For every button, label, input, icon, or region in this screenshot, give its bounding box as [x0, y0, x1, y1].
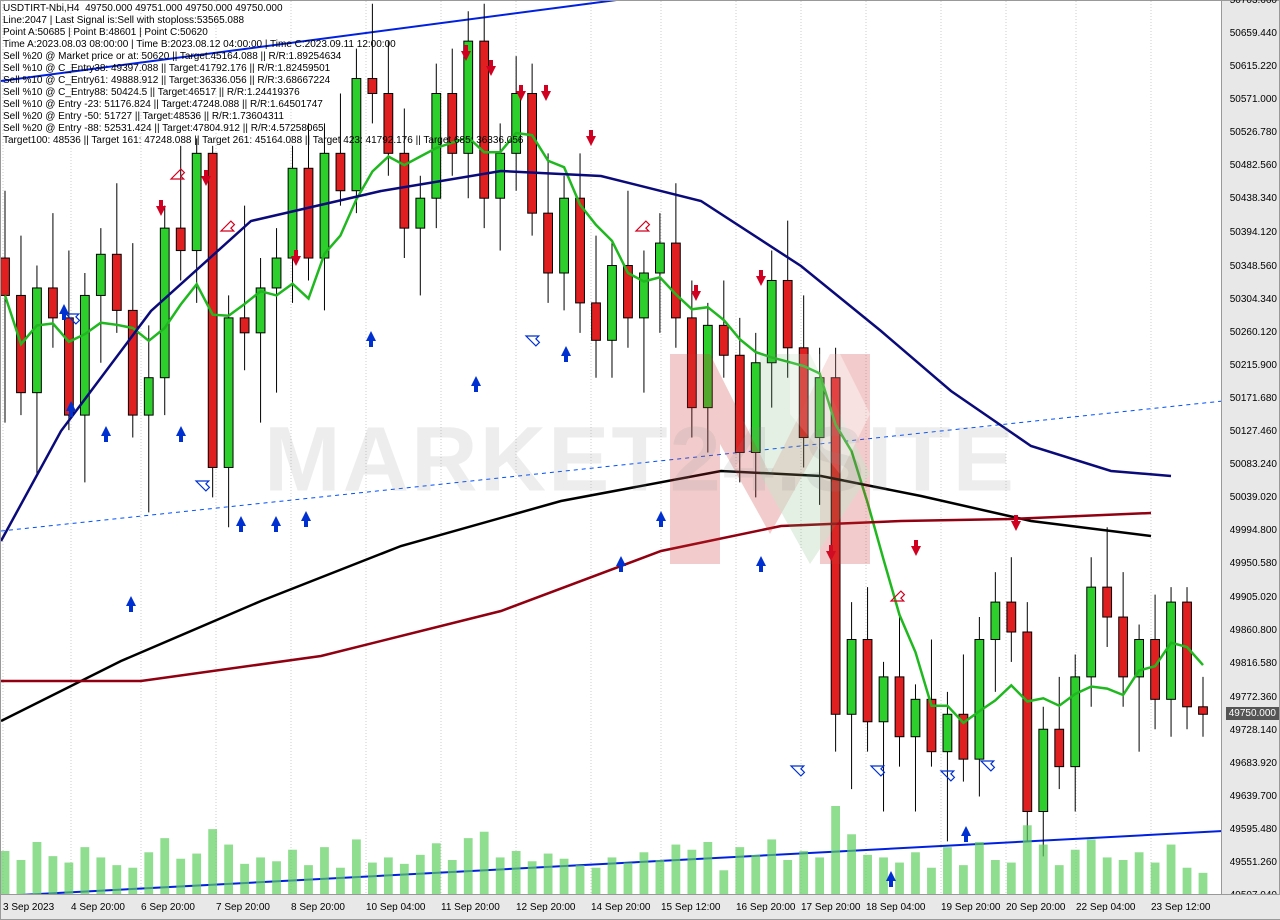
y-axis-label: 49905.020 [1230, 592, 1277, 603]
x-axis-label: 12 Sep 20:00 [516, 902, 576, 913]
info-line-signal: Line:2047 | Last Signal is:Sell with sto… [3, 15, 523, 27]
info-sell4: Sell %10 @ C_Entry88: 50424.5 || Target:… [3, 87, 523, 99]
y-axis-label: 49728.140 [1230, 725, 1277, 736]
info-times: Time A:2023.08.03 08:00:00 | Time B:2023… [3, 39, 523, 51]
info-points: Point A:50685 | Point B:48601 | Point C:… [3, 27, 523, 39]
x-axis-label: 10 Sep 04:00 [366, 902, 426, 913]
y-axis-label: 49816.580 [1230, 658, 1277, 669]
info-symbol: USDTIRT-Nbi,H4 49750.000 49751.000 49750… [3, 3, 523, 15]
info-targets: Target100: 48536 || Target 161: 47248.08… [3, 135, 523, 147]
x-axis-label: 6 Sep 20:00 [141, 902, 195, 913]
x-axis-label: 16 Sep 20:00 [736, 902, 796, 913]
info-sell3: Sell %10 @ C_Entry61: 49888.912 || Targe… [3, 75, 523, 87]
y-axis-label: 50171.680 [1230, 393, 1277, 404]
y-axis-label: 49772.360 [1230, 692, 1277, 703]
x-axis-label: 3 Sep 2023 [3, 902, 54, 913]
info-sell1: Sell %20 @ Market price or at: 50620 || … [3, 51, 523, 63]
y-axis-label: 50304.340 [1230, 294, 1277, 305]
y-axis-label: 50127.460 [1230, 426, 1277, 437]
x-axis-label: 4 Sep 20:00 [71, 902, 125, 913]
x-axis-label: 17 Sep 20:00 [801, 902, 861, 913]
y-axis-label: 50438.340 [1230, 193, 1277, 204]
x-axis-label: 7 Sep 20:00 [216, 902, 270, 913]
y-axis-label: 50659.440 [1230, 28, 1277, 39]
y-axis-label: 50571.000 [1230, 94, 1277, 105]
x-axis-label: 8 Sep 20:00 [291, 902, 345, 913]
y-axis-label: 50526.780 [1230, 127, 1277, 138]
x-axis-label: 19 Sep 20:00 [941, 902, 1001, 913]
chart-container: MARKET24.SITE 50703.66050659.44050615.22… [0, 0, 1280, 920]
y-axis-label: 49860.800 [1230, 625, 1277, 636]
info-sell2: Sell %10 @ C_Entry38: 49397.088 || Targe… [3, 63, 523, 75]
x-axis-label: 11 Sep 20:00 [441, 902, 500, 913]
y-axis-label: 50615.220 [1230, 61, 1277, 72]
chart-info-overlay: USDTIRT-Nbi,H4 49750.000 49751.000 49750… [3, 3, 523, 147]
info-sell7: Sell %20 @ Entry -88: 52531.424 || Targe… [3, 123, 523, 135]
x-axis-label: 15 Sep 12:00 [661, 902, 721, 913]
y-axis-label: 50039.020 [1230, 492, 1277, 503]
y-axis-label: 50260.120 [1230, 327, 1277, 338]
y-axis-label: 49994.800 [1230, 525, 1277, 536]
y-axis-label: 49551.260 [1230, 857, 1277, 868]
y-axis-label: 49595.480 [1230, 824, 1277, 835]
x-axis-label: 20 Sep 20:00 [1006, 902, 1066, 913]
y-axis: 50703.660 50659.440 50615.220 50571.000 5052… [1221, 1, 1279, 896]
x-axis-label: 22 Sep 04:00 [1076, 902, 1136, 913]
y-axis-label: 50394.120 [1230, 227, 1277, 238]
x-axis-label: 18 Sep 04:00 [866, 902, 926, 913]
info-sell5: Sell %10 @ Entry -23: 51176.824 || Targe… [3, 99, 523, 111]
y-axis-label: 49950.580 [1230, 558, 1277, 569]
info-sell6: Sell %20 @ Entry -50: 51727 || Target:48… [3, 111, 523, 123]
y-axis-label: 50348.560 [1230, 261, 1277, 272]
y-axis-label: 50083.240 [1230, 459, 1277, 470]
y-axis-label: 49639.700 [1230, 791, 1277, 802]
y-axis-label: 50703.660 [1230, 0, 1277, 6]
y-axis-label: 50482.560 [1230, 160, 1277, 171]
current-price-tag: 49750.000 [1226, 707, 1279, 720]
y-axis-label: 49683.920 [1230, 758, 1277, 769]
x-axis: 3 Sep 2023 4 Sep 20:00 6 Sep 20:00 7 Sep 20… [1, 894, 1280, 919]
x-axis-label: 14 Sep 20:00 [591, 902, 651, 913]
x-axis-label: 23 Sep 12:00 [1151, 902, 1211, 913]
y-axis-label: 50215.900 [1230, 360, 1277, 371]
